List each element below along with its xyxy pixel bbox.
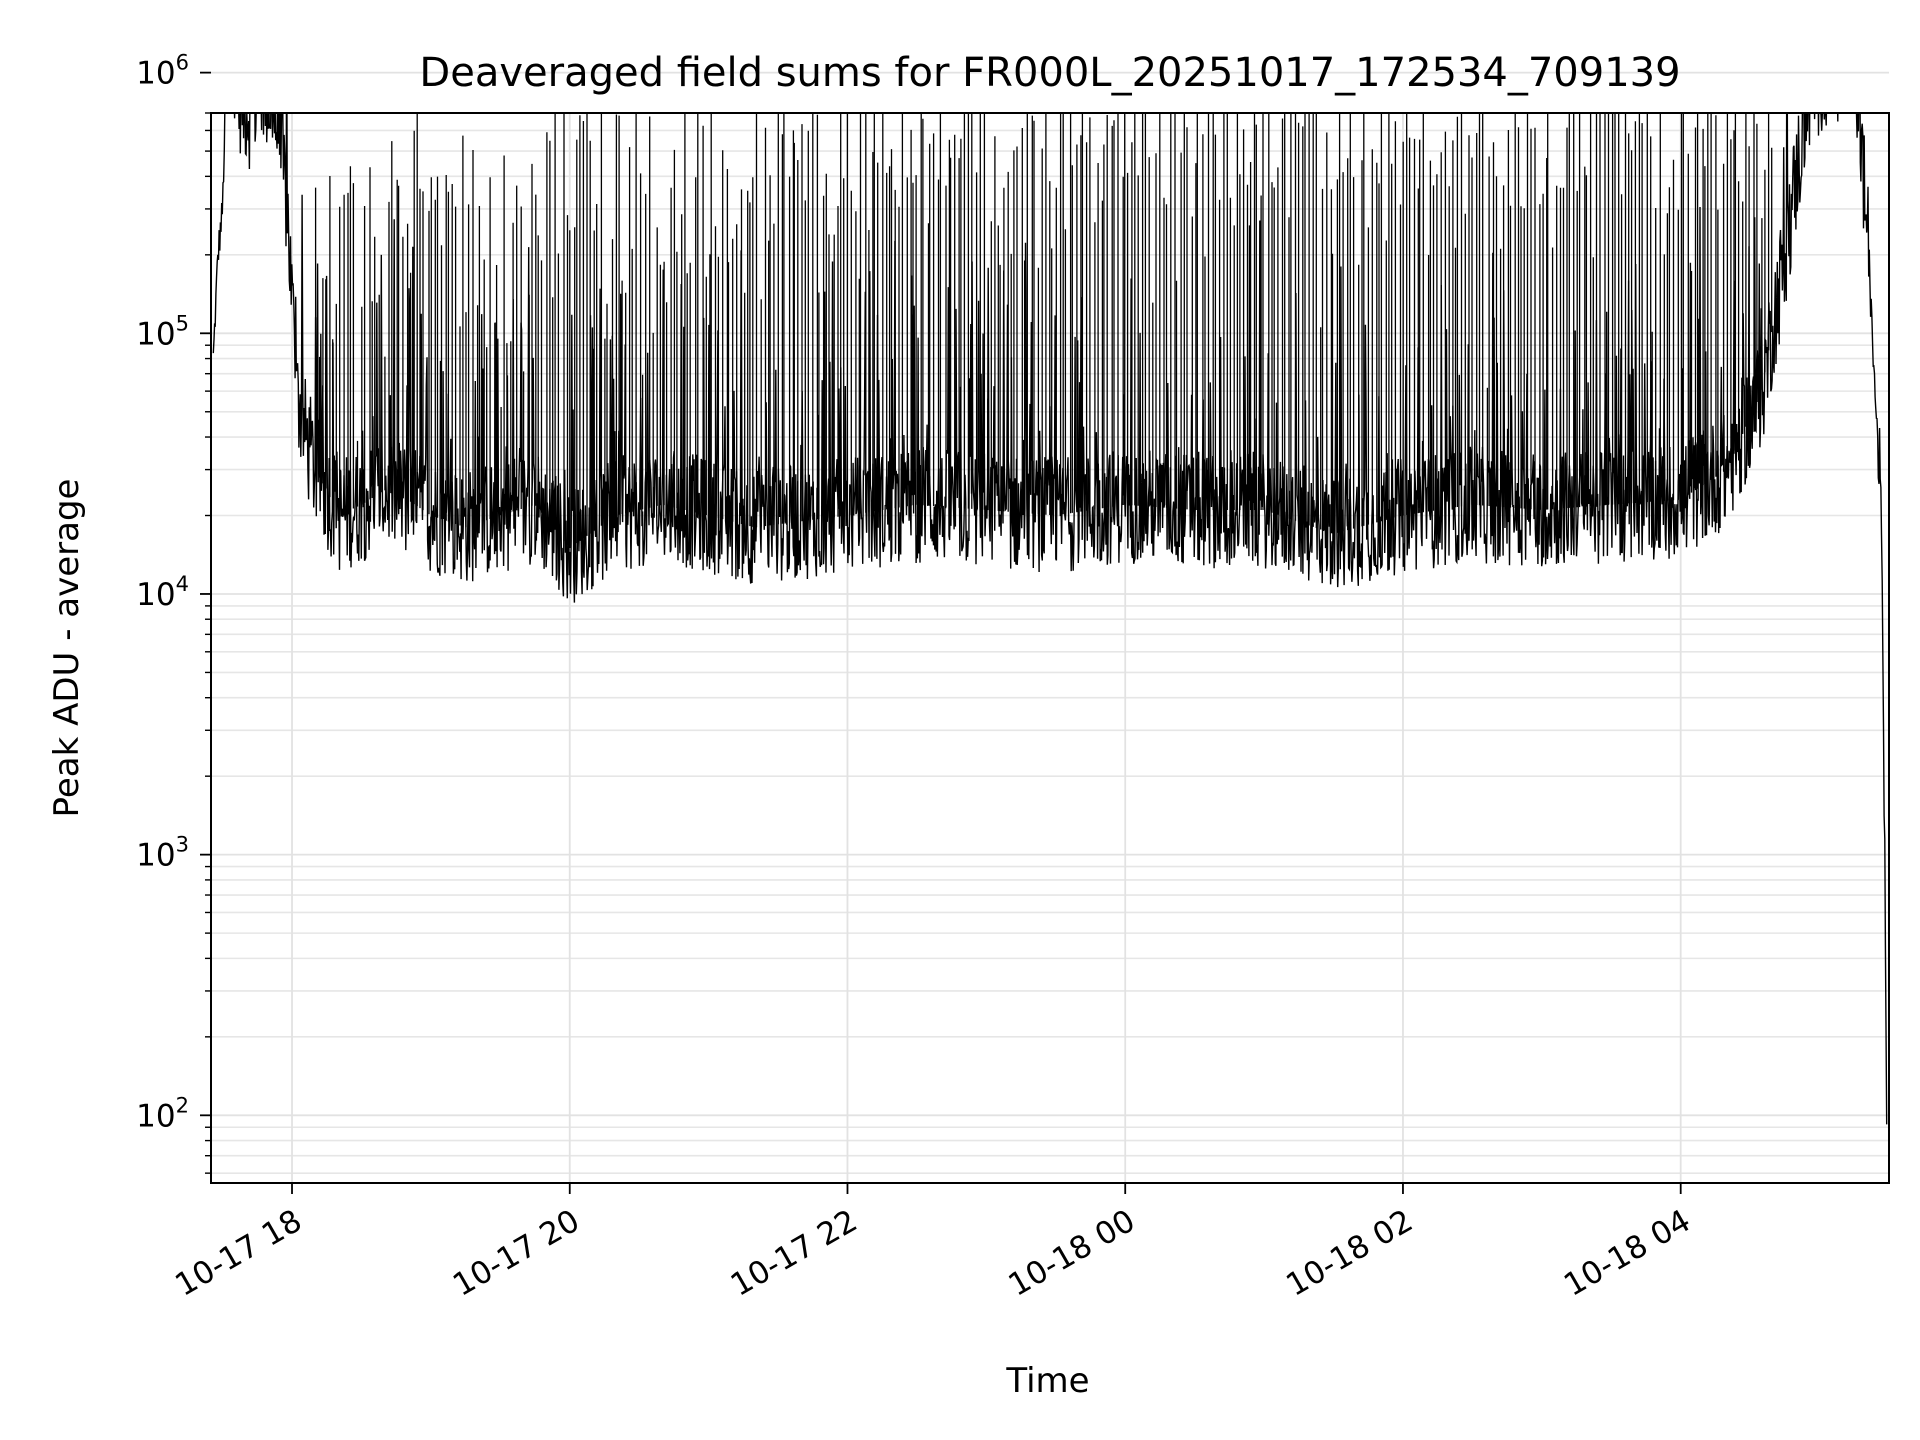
y-tick-label: 102 <box>136 1093 189 1134</box>
y-tick-label: 104 <box>136 572 189 613</box>
plot-area <box>212 113 1888 1125</box>
y-tick-label: 106 <box>136 51 189 92</box>
chart-title: Deaveraged field sums for FR000L_2025101… <box>419 50 1680 96</box>
series-spikes <box>314 113 1773 548</box>
plot-frame <box>210 112 1890 1184</box>
x-axis-label: Time <box>1005 1361 1089 1401</box>
y-tick-label: 103 <box>136 833 189 874</box>
y-axis-label: Peak ADU - average <box>47 479 87 818</box>
y-tick-label: 105 <box>136 311 189 352</box>
y-axis: 102 103 104 105 106 <box>136 51 211 1174</box>
